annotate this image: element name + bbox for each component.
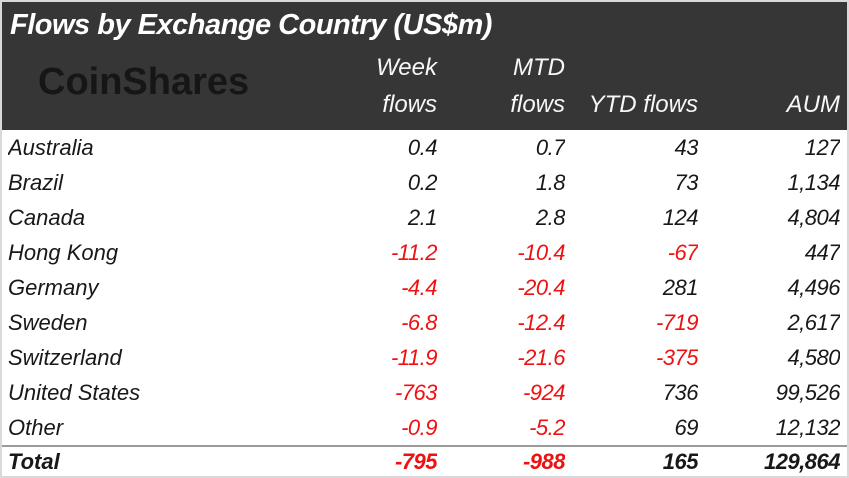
- page-title: Flows by Exchange Country (US$m): [10, 9, 492, 41]
- table-row: Australia 0.4 0.7 43 127: [2, 130, 847, 165]
- value-cell: -67: [667, 239, 698, 265]
- col-header-line: AUM: [786, 91, 840, 118]
- value-cell: 0.4: [407, 134, 437, 160]
- value-cell: -763: [394, 379, 437, 405]
- table-header: Flows by Exchange Country (US$m) CoinSha…: [2, 2, 847, 130]
- country-cell: Hong Kong: [8, 239, 119, 265]
- value-cell: 0.7: [535, 134, 565, 160]
- country-cell: Brazil: [8, 169, 64, 195]
- value-cell: -10.4: [517, 239, 565, 265]
- value-cell: -795: [394, 448, 437, 474]
- country-cell: Total: [8, 448, 60, 474]
- country-cell: Germany: [8, 274, 99, 300]
- col-header-line: MTD: [513, 54, 565, 81]
- col-header-line: flows: [510, 91, 565, 118]
- value-cell: 127: [804, 134, 840, 160]
- country-cell: Sweden: [8, 309, 88, 335]
- value-cell: 4,580: [787, 344, 840, 370]
- value-cell: -719: [655, 309, 698, 335]
- value-cell: 165: [662, 448, 698, 474]
- value-cell: -4.4: [401, 274, 437, 300]
- value-cell: 12,132: [775, 414, 840, 440]
- col-header-mtd-flows: MTD flows: [437, 49, 565, 123]
- value-cell: -21.6: [517, 344, 565, 370]
- value-cell: -6.8: [401, 309, 437, 335]
- value-cell: -20.4: [517, 274, 565, 300]
- value-cell: 0.2: [407, 169, 437, 195]
- value-cell: 2.1: [407, 204, 437, 230]
- value-cell: -11.9: [390, 344, 437, 370]
- value-cell: -11.2: [390, 239, 437, 265]
- value-cell: 1,134: [787, 169, 840, 195]
- value-cell: 2.8: [535, 204, 565, 230]
- value-cell: 281: [662, 274, 698, 300]
- table-body: Australia 0.4 0.7 43 127 Brazil 0.2 1.8 73 1,134 C…: [2, 130, 847, 476]
- country-cell: United States: [8, 379, 141, 405]
- country-cell: Canada: [8, 204, 86, 230]
- value-cell: -5.2: [529, 414, 565, 440]
- coinshares-logo: CoinShares: [38, 61, 250, 103]
- value-cell: 2,617: [787, 309, 840, 335]
- col-header-line: YTD flows: [588, 91, 698, 118]
- value-cell: 4,804: [787, 204, 840, 230]
- value-cell: 73: [674, 169, 698, 195]
- table-row: Brazil 0.2 1.8 73 1,134: [2, 165, 847, 200]
- table-row: Canada 2.1 2.8 124 4,804: [2, 200, 847, 235]
- col-header-ytd-flows: YTD flows: [565, 86, 698, 123]
- value-cell: -375: [655, 344, 698, 370]
- logo-cell: CoinShares: [8, 61, 300, 104]
- value-cell: 4,496: [787, 274, 840, 300]
- value-cell: 69: [674, 414, 698, 440]
- table-row: United States -763 -924 736 99,526: [2, 375, 847, 410]
- col-header-line: flows: [382, 91, 437, 118]
- value-cell: 129,864: [763, 448, 840, 474]
- value-cell: 124: [662, 204, 698, 230]
- value-cell: 736: [662, 379, 698, 405]
- table-row: Sweden -6.8 -12.4 -719 2,617: [2, 305, 847, 340]
- value-cell: -0.9: [401, 414, 437, 440]
- col-header-line: Week: [376, 54, 437, 81]
- value-cell: 447: [804, 239, 840, 265]
- country-cell: Other: [8, 414, 64, 440]
- country-cell: Switzerland: [8, 344, 122, 370]
- col-header-week-flows: Week flows: [300, 49, 437, 123]
- table-row: Hong Kong -11.2 -10.4 -67 447: [2, 235, 847, 270]
- value-cell: -988: [522, 448, 565, 474]
- table-row: Other -0.9 -5.2 69 12,132: [2, 410, 847, 445]
- total-row: Total -795 -988 165 129,864: [2, 445, 847, 476]
- value-cell: 99,526: [775, 379, 840, 405]
- value-cell: -924: [522, 379, 565, 405]
- country-cell: Australia: [8, 134, 94, 160]
- value-cell: 43: [674, 134, 698, 160]
- column-header-row: CoinShares Week flows MTD flows YTD flow…: [2, 42, 847, 130]
- value-cell: 1.8: [535, 169, 565, 195]
- value-cell: -12.4: [517, 309, 565, 335]
- col-header-aum: AUM: [698, 86, 840, 123]
- table-row: Germany -4.4 -20.4 281 4,496: [2, 270, 847, 305]
- table-row: Switzerland -11.9 -21.6 -375 4,580: [2, 340, 847, 375]
